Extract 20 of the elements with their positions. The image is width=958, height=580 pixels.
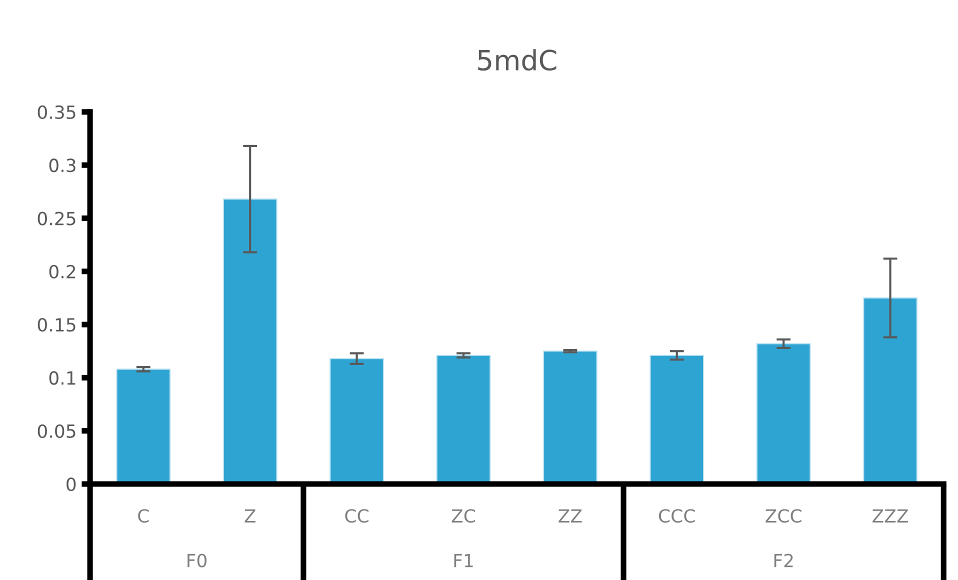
y-tick-label: 0.15 [38,318,76,332]
y-tick-label: 0.2 [49,264,76,279]
x-tick-label: Z [244,509,256,522]
y-tick-label: 0.25 [38,212,76,226]
x-tick-label: ZZZ [872,509,908,522]
y-tick-label: 0.35 [38,105,76,120]
y-tick-label: 0.05 [38,424,76,438]
y-tick-label: 0.3 [49,158,76,172]
x-tick-label: ZCC [766,509,802,523]
x-tick-label: CC [345,509,368,523]
y-tick-label: 0.1 [49,371,76,385]
text: F0 [188,554,206,568]
chart-title: 5mdC [478,49,556,71]
x-tick-label: CCC [658,509,695,523]
text: F2 [774,554,793,568]
x-tick-label: ZC [452,509,475,523]
x-tick-label: C [138,509,149,523]
y-tick-label: 0 [66,477,76,492]
text: F1 [454,554,473,568]
x-tick-label: ZZ [558,509,582,522]
